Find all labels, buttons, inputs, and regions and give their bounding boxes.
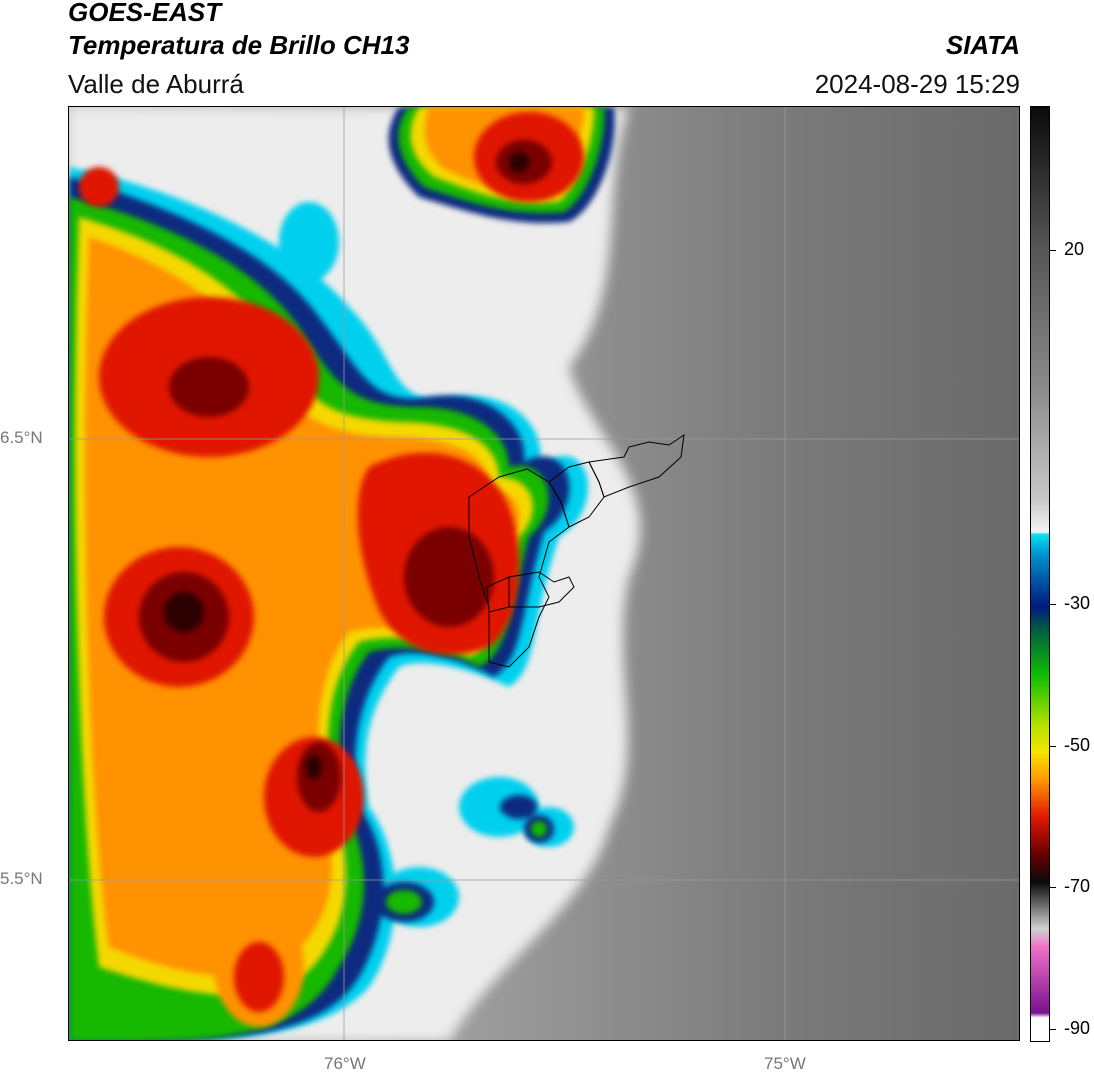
coldest-cores	[164, 152, 529, 779]
colorbar-label-minus70: -70	[1064, 876, 1091, 896]
colorbar-tick	[1050, 887, 1056, 888]
lon-label-75w: 75°W	[764, 1054, 806, 1073]
colorbar-tick	[1050, 746, 1056, 747]
lat-label-6-5n: 6.5°N	[0, 428, 43, 447]
lat-label-5-5n: 5.5°N	[0, 869, 43, 888]
boundary-center	[508, 571, 575, 608]
boundary-southwest	[486, 576, 510, 613]
colorbar-label-minus90: -90	[1064, 1018, 1091, 1038]
region-subtitle: Valle de Aburrá	[68, 69, 244, 99]
satellite-map	[68, 106, 1020, 1041]
red-contours	[79, 112, 584, 1012]
colorbar-tick	[1050, 604, 1056, 605]
timestamp-label: 2024-08-29 15:29	[814, 69, 1020, 99]
graticule	[69, 107, 1019, 1040]
boundary-west	[468, 468, 570, 668]
colorbar-label-minus50: -50	[1064, 735, 1091, 755]
colorbar-tick	[1050, 1029, 1056, 1030]
agency-label: SIATA	[945, 30, 1020, 60]
map-canvas	[69, 107, 1019, 1040]
colorbar-label-minus30: -30	[1064, 593, 1091, 613]
colorbar-gradient	[1031, 107, 1049, 1041]
colorbar	[1030, 106, 1050, 1042]
colorbar-tick	[1050, 250, 1056, 251]
colorbar-fill	[1031, 107, 1049, 1041]
colorbar-label-20: 20	[1064, 239, 1085, 259]
boundary-northeast	[588, 433, 685, 498]
satellite-title: GOES-EAST	[68, 0, 222, 27]
lon-label-76w: 76°W	[324, 1054, 366, 1073]
municipal-boundaries	[468, 433, 685, 668]
product-title: Temperatura de Brillo CH13	[68, 30, 410, 60]
